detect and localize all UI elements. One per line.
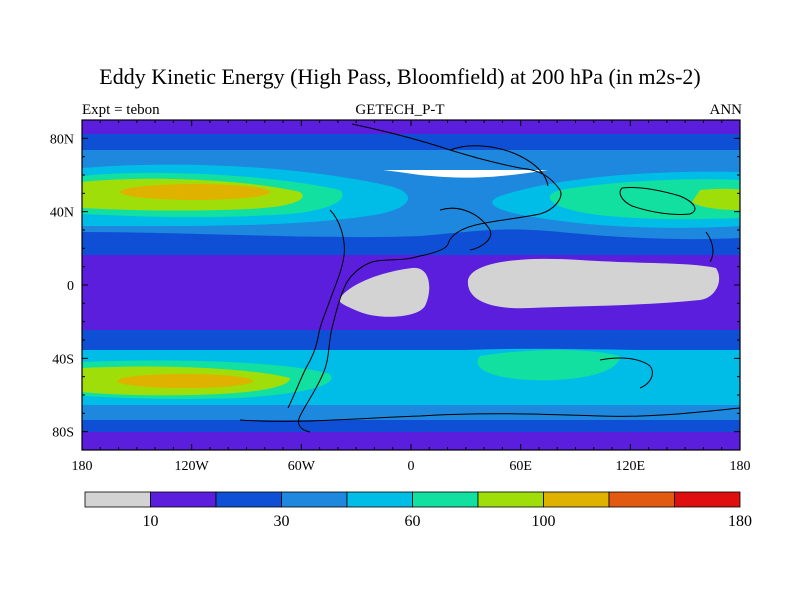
contour-field xyxy=(82,120,740,450)
colorbar-label: 100 xyxy=(532,513,556,530)
band-polar-north xyxy=(82,120,740,134)
x-tick-label: 180 xyxy=(730,459,751,474)
colorbar-swatch xyxy=(674,491,741,508)
contour-tropical-min-west xyxy=(339,267,430,317)
x-tick-label: 120E xyxy=(616,459,646,474)
contour-tropical-min-east xyxy=(467,258,720,309)
y-tick-label: 80S xyxy=(52,426,74,441)
colorbar-label: 180 xyxy=(728,513,752,530)
coast-americas-west xyxy=(287,209,345,409)
colorbar-swatch xyxy=(84,491,151,508)
contour-nh-60-east xyxy=(549,179,740,220)
colorbar-swatch xyxy=(608,491,675,508)
coast-antarctica xyxy=(239,407,740,422)
contour-sh-100 xyxy=(117,374,253,388)
y-tick-label: 0 xyxy=(67,279,74,294)
colorbar-swatch xyxy=(346,491,413,508)
dataset-label: GETECH_P-T xyxy=(355,102,445,118)
contour-sh-60-east xyxy=(477,350,620,381)
coast-americas xyxy=(297,123,562,433)
colorbar-swatch xyxy=(281,491,348,508)
band-80n xyxy=(82,134,740,154)
colorbar-swatch xyxy=(543,491,610,508)
colorbar-swatch xyxy=(150,491,217,508)
x-tick-label: 60E xyxy=(509,459,532,474)
colorbar-swatch xyxy=(215,491,282,508)
coast-asia-inlet xyxy=(619,187,696,215)
x-tick-label: 180 xyxy=(72,459,93,474)
colorbar-label: 30 xyxy=(274,513,290,530)
x-tick-label: 120W xyxy=(175,459,210,474)
band-60s xyxy=(82,405,740,423)
coast-australia xyxy=(599,357,653,389)
coast-africa xyxy=(439,207,492,251)
x-tick-label: 0 xyxy=(408,459,415,474)
contour-nh-100 xyxy=(120,184,270,200)
colorbar-label: 60 xyxy=(405,513,421,530)
colorbar-swatch xyxy=(477,491,544,508)
y-axis: 80N 40N 0 40S 80S xyxy=(50,132,740,441)
contour-nh-80-east xyxy=(692,188,740,210)
coastlines xyxy=(239,123,740,433)
colorbar: 10 30 60 100 180 xyxy=(84,491,752,530)
band-polar-south xyxy=(82,432,740,450)
experiment-label: Expt = tebon xyxy=(82,102,160,118)
season-label: ANN xyxy=(709,102,743,118)
y-tick-label: 40N xyxy=(50,206,74,221)
y-tick-label: 40S xyxy=(52,352,74,367)
x-tick-label: 60W xyxy=(288,459,316,474)
band-80s xyxy=(82,420,740,434)
y-tick-label: 80N xyxy=(50,132,74,147)
coast-east-asia xyxy=(705,231,714,263)
x-axis: 180 120W 60W 0 60E 120E 180 xyxy=(72,120,751,474)
coast-greenland xyxy=(449,145,549,187)
colorbar-swatch xyxy=(412,491,479,508)
plot-title: Eddy Kinetic Energy (High Pass, Bloomfie… xyxy=(99,64,701,89)
colorbar-label: 10 xyxy=(143,513,159,530)
